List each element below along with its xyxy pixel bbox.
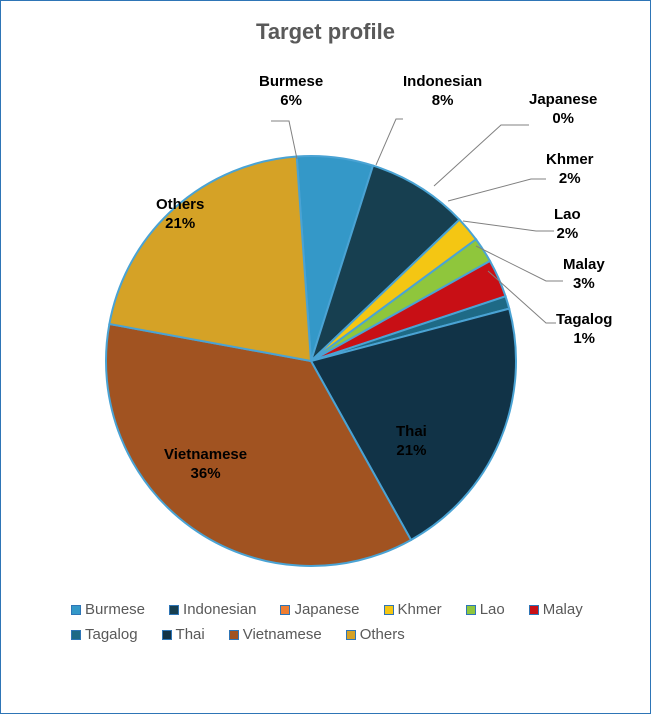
legend-item: Burmese <box>71 601 145 618</box>
legend-item: Indonesian <box>169 601 256 618</box>
pie-chart: Burmese6% Indonesian8% Japanese0% Khmer2% La… <box>1 61 651 581</box>
legend-label: Indonesian <box>183 601 256 618</box>
legend-label: Vietnamese <box>243 626 322 643</box>
legend-swatch <box>162 630 172 640</box>
legend-item: Thai <box>162 626 205 643</box>
leader-line <box>448 179 546 201</box>
slice-label: Japanese0% <box>529 91 597 129</box>
slice-label: Burmese6% <box>259 73 323 111</box>
legend-label: Burmese <box>85 601 145 618</box>
legend-item: Others <box>346 626 405 643</box>
leader-line <box>488 271 556 323</box>
legend-label: Malay <box>543 601 583 618</box>
legend-swatch <box>346 630 356 640</box>
slice-label: Khmer2% <box>546 151 594 189</box>
legend-swatch <box>71 605 81 615</box>
legend-item: Malay <box>529 601 583 618</box>
leader-line <box>376 119 403 165</box>
legend-swatch <box>229 630 239 640</box>
chart-frame: Target profile Burmese6% Indonesian8% Japa… <box>0 0 651 714</box>
legend: Burmese Indonesian Japanese Khmer Lao Malay Ta… <box>71 601 591 643</box>
legend-label: Tagalog <box>85 626 138 643</box>
slice-label: Malay3% <box>563 256 605 294</box>
legend-item: Tagalog <box>71 626 138 643</box>
legend-swatch <box>71 630 81 640</box>
slice-label: Tagalog1% <box>556 311 612 349</box>
slice-label: Others21% <box>156 196 204 234</box>
leader-line <box>434 125 529 186</box>
legend-label: Khmer <box>398 601 442 618</box>
legend-swatch <box>384 605 394 615</box>
leader-line <box>476 246 563 281</box>
legend-swatch <box>280 605 290 615</box>
legend-item: Japanese <box>280 601 359 618</box>
legend-item: Lao <box>466 601 505 618</box>
leader-line <box>271 121 297 159</box>
legend-label: Lao <box>480 601 505 618</box>
legend-item: Vietnamese <box>229 626 322 643</box>
legend-swatch <box>169 605 179 615</box>
leader-line <box>463 221 554 231</box>
legend-label: Others <box>360 626 405 643</box>
slice-label: Thai21% <box>396 423 427 461</box>
legend-swatch <box>466 605 476 615</box>
chart-title: Target profile <box>1 19 650 45</box>
legend-label: Thai <box>176 626 205 643</box>
leader-lines <box>1 61 651 581</box>
slice-label: Lao2% <box>554 206 581 244</box>
legend-item: Khmer <box>384 601 442 618</box>
legend-label: Japanese <box>294 601 359 618</box>
legend-swatch <box>529 605 539 615</box>
slice-label: Indonesian8% <box>403 73 482 111</box>
slice-label: Vietnamese36% <box>164 446 247 484</box>
